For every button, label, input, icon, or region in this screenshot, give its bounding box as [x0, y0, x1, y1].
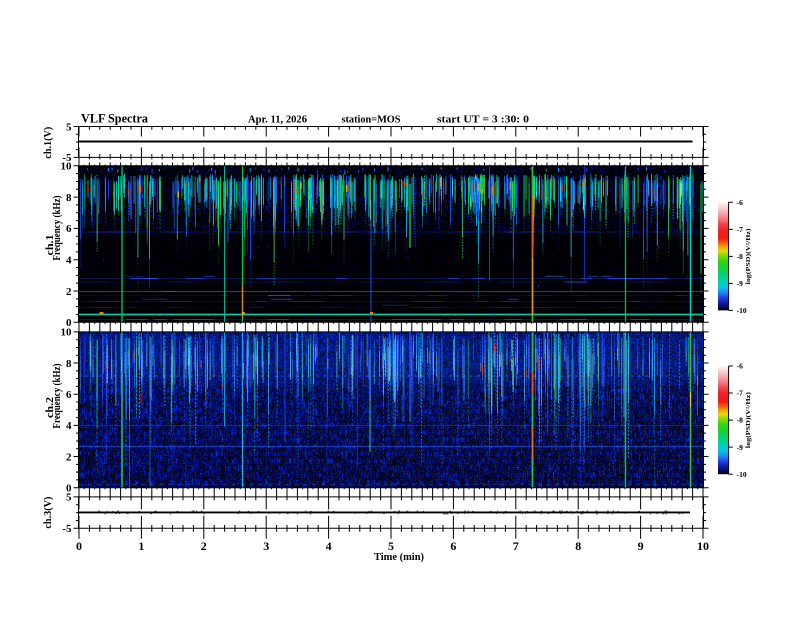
svg-text:ch.3(V): ch.3(V) [43, 496, 54, 528]
svg-text:-5: -5 [62, 523, 72, 535]
svg-text:8: 8 [575, 539, 581, 553]
svg-text:start UT = 3 :30: 0: start UT = 3 :30: 0 [437, 113, 530, 125]
svg-text:-6: -6 [737, 362, 743, 371]
svg-text:2: 2 [66, 286, 72, 298]
svg-text:log(PSD)(V²/Hz): log(PSD)(V²/Hz) [745, 392, 752, 448]
svg-text:5: 5 [66, 492, 72, 504]
svg-text:5: 5 [66, 121, 72, 133]
svg-text:-10: -10 [737, 470, 747, 479]
svg-text:0: 0 [76, 539, 82, 553]
svg-text:-6: -6 [737, 198, 743, 207]
svg-text:-9: -9 [737, 279, 743, 288]
svg-text:8: 8 [66, 192, 72, 204]
svg-text:0: 0 [66, 483, 72, 495]
svg-text:4: 4 [66, 420, 72, 432]
svg-text:ch.2: ch.2 [45, 397, 56, 418]
svg-text:6: 6 [66, 389, 72, 401]
svg-text:VLF Spectra: VLF Spectra [81, 110, 148, 125]
svg-text:2: 2 [66, 451, 72, 463]
svg-text:-8: -8 [737, 252, 743, 261]
svg-text:Time (min): Time (min) [374, 551, 424, 563]
svg-text:-7: -7 [737, 225, 743, 234]
svg-text:4: 4 [66, 255, 72, 267]
svg-text:2: 2 [201, 539, 207, 553]
svg-text:1: 1 [138, 539, 144, 553]
svg-text:-8: -8 [737, 416, 743, 425]
svg-text:-5: -5 [62, 152, 72, 164]
svg-text:10: 10 [697, 539, 709, 553]
svg-text:-7: -7 [737, 389, 743, 398]
svg-text:6: 6 [66, 223, 72, 235]
svg-text:ch.1: ch.1 [45, 235, 56, 256]
svg-text:7: 7 [513, 539, 519, 553]
svg-text:3: 3 [263, 539, 269, 553]
svg-text:Frequency (kHz): Frequency (kHz) [52, 363, 63, 428]
svg-text:5: 5 [388, 539, 394, 553]
svg-text:-10: -10 [737, 306, 747, 315]
svg-text:Apr. 11, 2026: Apr. 11, 2026 [248, 113, 307, 125]
svg-text:9: 9 [638, 539, 644, 553]
svg-text:10: 10 [61, 327, 73, 339]
svg-text:6: 6 [450, 539, 456, 553]
svg-text:ch.1(V): ch.1(V) [43, 126, 54, 158]
svg-text:Frequency (kHz): Frequency (kHz) [52, 195, 63, 260]
svg-text:0: 0 [66, 317, 72, 329]
svg-text:log(PSD)(V²/Hz): log(PSD)(V²/Hz) [745, 228, 752, 284]
svg-text:10: 10 [61, 161, 73, 173]
svg-text:-9: -9 [737, 443, 743, 452]
svg-text:8: 8 [66, 358, 72, 370]
svg-text:4: 4 [326, 539, 332, 553]
svg-text:station=MOS: station=MOS [342, 113, 401, 125]
